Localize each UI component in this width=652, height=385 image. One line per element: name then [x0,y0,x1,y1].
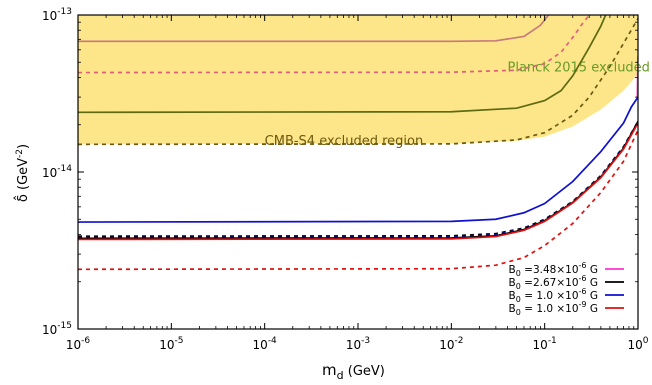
y-axis-label: δ̂ (GeV-2) [14,144,31,202]
series-line-6 [78,96,638,223]
series-line-3 [78,18,638,146]
region-1 [78,15,638,145]
y-tick-label: 10-13 [42,7,72,23]
series-line-2 [78,15,607,114]
series-line-1 [78,15,590,74]
y-tick-label: 10-15 [42,321,72,337]
legend-label: B0 =2.67×10-6 G [509,274,598,291]
series-line-9 [78,129,638,271]
x-tick-label: 10-4 [253,336,278,352]
x-tick-label: 10-2 [439,336,463,352]
series-line-8 [78,122,638,241]
series-line-0 [78,15,550,43]
legend-label: B0 =3.48×10-6 G [509,261,598,278]
legend: B0 =3.48×10-6 GB0 =2.67×10-6 GB0 = 1.0 ×… [509,261,624,317]
legend-label: B0 = 1.0 ×10-6 G [509,287,598,304]
region-label-1: CMB-S4 excluded region [265,134,424,149]
x-axis-label: md (GeV) [322,361,385,382]
y-tick-label: 10-14 [42,164,72,180]
excluded-regions [78,15,638,145]
x-tick-label: 10-6 [66,336,91,352]
x-tick-label: 10-5 [159,336,183,352]
x-tick-label: 10-3 [346,336,370,352]
x-tick-label: 10-1 [533,336,557,352]
legend-label: B0 = 1.0 ×10-9 G [509,300,598,317]
axis-ticks: 10-6 10-5 10-4 10-3 10-2 10-1 100 10-15 10-14 10-… [42,7,649,352]
x-tick-label: 100 [627,336,648,352]
